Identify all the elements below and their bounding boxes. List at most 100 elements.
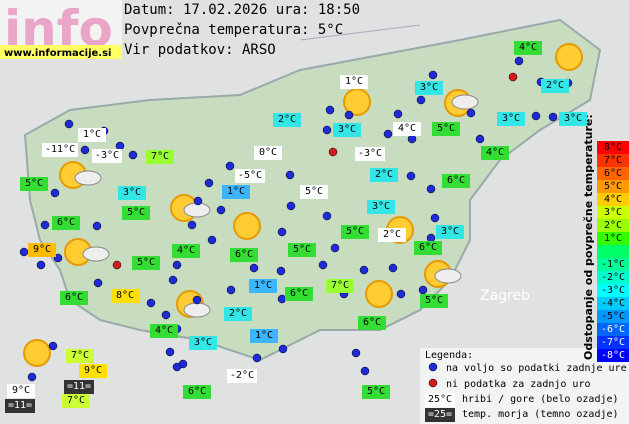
scale-title: Odstopanje od povprečne temperature: bbox=[582, 114, 595, 360]
station-dot bbox=[325, 105, 335, 115]
station-temp: 4°C bbox=[172, 244, 200, 258]
station-temp: 5°C bbox=[132, 256, 160, 270]
station-dot bbox=[318, 260, 328, 270]
station-dot bbox=[277, 227, 287, 237]
station-dot bbox=[514, 56, 524, 66]
station-temp: =11= bbox=[64, 380, 95, 394]
station-temp: 6°C bbox=[183, 385, 211, 399]
station-dot bbox=[418, 285, 428, 295]
station-dot bbox=[388, 263, 398, 273]
station-dot bbox=[92, 221, 102, 231]
station-temp: 1°C bbox=[340, 75, 368, 89]
scale-label: 4°C bbox=[597, 193, 629, 206]
sun bbox=[233, 212, 261, 240]
station-dot bbox=[344, 110, 354, 120]
station-dot bbox=[192, 295, 202, 305]
station-dot bbox=[225, 161, 235, 171]
sun bbox=[365, 280, 393, 308]
station-temp: 3°C bbox=[189, 336, 217, 350]
station-temp: -3°C bbox=[92, 149, 123, 163]
scale-label: 7°C bbox=[597, 154, 629, 167]
station-dot bbox=[128, 150, 138, 160]
station-temp: =11= bbox=[5, 399, 36, 413]
station-missing bbox=[428, 378, 438, 388]
station-dot bbox=[53, 253, 63, 263]
average: Povprečna temperatura: 5°C bbox=[124, 22, 344, 38]
station-temp: 2°C bbox=[273, 113, 301, 127]
station-dot bbox=[359, 265, 369, 275]
station-dot bbox=[27, 372, 37, 382]
station-temp: 4°C bbox=[481, 146, 509, 160]
station-temp: 3°C bbox=[333, 123, 361, 137]
station-dot bbox=[406, 171, 416, 181]
station-temp: 0°C bbox=[254, 146, 282, 160]
station-temp: 5°C bbox=[432, 122, 460, 136]
station-dot bbox=[285, 170, 295, 180]
scale-label: 5°C bbox=[597, 180, 629, 193]
sun bbox=[555, 43, 583, 71]
station-temp: -3°C bbox=[355, 147, 386, 161]
scale-label: -8°C bbox=[597, 349, 629, 362]
station-temp: 1°C bbox=[250, 329, 278, 343]
station-temp: 5°C bbox=[300, 185, 328, 199]
city-label: Zagreb bbox=[480, 288, 530, 304]
station-temp: 3°C bbox=[367, 200, 395, 214]
station-dot bbox=[50, 188, 60, 198]
station-temp: 3°C bbox=[497, 112, 525, 126]
station-dot bbox=[93, 278, 103, 288]
station-dot bbox=[466, 108, 476, 118]
station-temp: 6°C bbox=[414, 241, 442, 255]
station-temp: 3°C bbox=[415, 81, 443, 95]
site: www.informacije.si bbox=[4, 48, 112, 59]
sun bbox=[23, 339, 51, 367]
station-temp: -5°C bbox=[235, 169, 266, 183]
scale-label: -1°C bbox=[597, 258, 629, 271]
station-dot bbox=[48, 341, 58, 351]
scale-zero bbox=[597, 245, 629, 258]
station-dot bbox=[286, 201, 296, 211]
station-temp: 6°C bbox=[52, 216, 80, 230]
scale-label: -3°C bbox=[597, 284, 629, 297]
legend-title: Legenda: bbox=[425, 350, 474, 361]
station-dot bbox=[80, 145, 90, 155]
station-temp: 1°C bbox=[78, 128, 106, 142]
legend-mountain: hribi / gore (belo ozadje) bbox=[462, 394, 619, 405]
station-dot bbox=[428, 70, 438, 80]
border bbox=[299, 24, 421, 41]
station-dot bbox=[351, 348, 361, 358]
station-missing bbox=[112, 260, 122, 270]
station-temp: 5°C bbox=[341, 225, 369, 239]
station-temp: 8°C bbox=[111, 289, 139, 303]
station-temp: 6°C bbox=[358, 316, 386, 330]
station-dot bbox=[64, 119, 74, 129]
station-temp: 7°C bbox=[66, 349, 94, 363]
station-dot bbox=[548, 112, 558, 122]
station-missing bbox=[328, 147, 338, 157]
station-temp: -11°C bbox=[42, 143, 79, 157]
station-temp: 3°C bbox=[436, 225, 464, 239]
station-dot bbox=[226, 285, 236, 295]
station-dot bbox=[172, 362, 182, 372]
station-dot bbox=[430, 213, 440, 223]
station-dot bbox=[330, 243, 340, 253]
station-temp: 9°C bbox=[28, 243, 56, 257]
station-dot bbox=[276, 266, 286, 276]
station-dot bbox=[428, 362, 438, 372]
cloud bbox=[82, 246, 110, 262]
scale-label: -7°C bbox=[597, 336, 629, 349]
station-dot bbox=[407, 134, 417, 144]
station-temp: 5°C bbox=[20, 177, 48, 191]
station-temp: 2°C bbox=[541, 79, 569, 93]
site-bg bbox=[0, 45, 122, 59]
station-dot bbox=[40, 220, 50, 230]
cloud bbox=[451, 94, 479, 110]
date: Datum: 17.02.2026 ura: 18:50 bbox=[124, 2, 361, 18]
station-temp: 2°C bbox=[370, 168, 398, 182]
station-temp: 3°C bbox=[559, 112, 587, 126]
station-dot bbox=[393, 109, 403, 119]
station-dot bbox=[193, 196, 203, 206]
station-temp: 6°C bbox=[285, 287, 313, 301]
cloud bbox=[183, 302, 211, 318]
station-temp: 7°C bbox=[62, 394, 90, 408]
